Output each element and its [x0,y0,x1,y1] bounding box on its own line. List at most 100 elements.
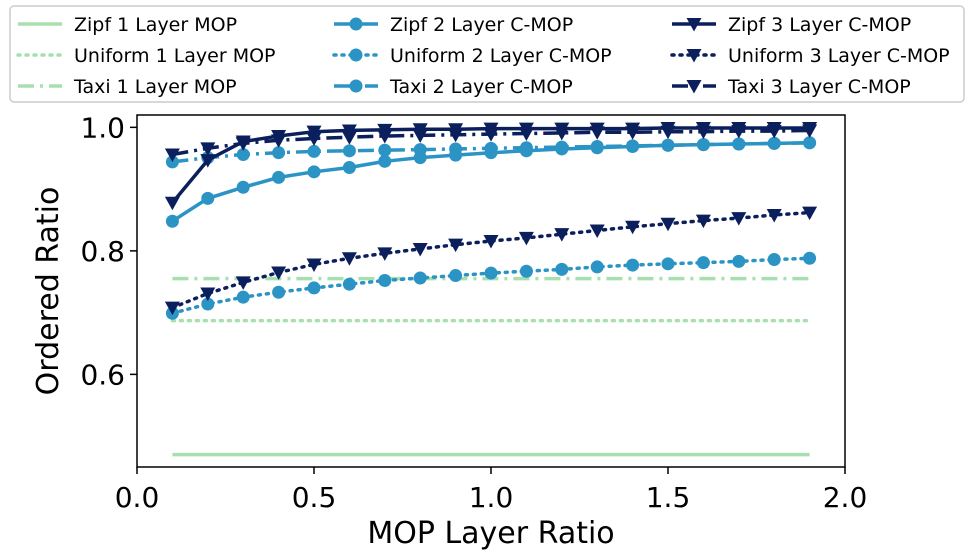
legend-entry: Zipf 1 Layer MOP [18,14,237,36]
data-point [696,138,710,152]
data-point [449,142,463,156]
data-point [272,170,286,184]
data-point [341,252,357,266]
y-tick-label: 1.0 [80,111,125,144]
data-point [200,154,216,168]
data-point [341,124,357,138]
x-tick-label: 1.5 [646,481,691,514]
data-point [235,276,251,290]
data-point [766,125,782,139]
data-point [271,134,287,148]
series-line [170,256,812,315]
data-point [695,214,711,229]
data-point [201,191,215,205]
legend-marker [349,48,363,62]
data-point [342,144,356,158]
data-point [342,160,356,174]
data-point [732,137,746,151]
data-point [378,143,392,157]
legend-label: Zipf 1 Layer MOP [74,14,237,36]
data-point [412,243,428,257]
data-point [767,253,781,267]
data-point [484,266,498,280]
data-point [306,258,322,272]
x-tick-label: 1.0 [469,481,514,514]
data-point [625,220,641,235]
data-point [307,165,321,179]
data-point [802,206,818,221]
data-point [378,154,392,168]
x-tick-label: 0.5 [292,481,337,514]
data-point [589,224,605,238]
data-point [695,125,711,140]
data-point [165,214,179,228]
data-point [554,126,570,141]
data-point [661,138,675,152]
y-tick-label: 0.8 [80,235,125,268]
data-point [271,266,287,280]
data-point [412,129,428,143]
legend-label: Uniform 1 Layer MOP [74,45,276,67]
data-point [660,125,676,140]
data-point [519,141,533,155]
series-taxi-3-layer-c-mop [164,124,818,163]
series-uniform-3-layer-c-mop [164,206,818,316]
data-point [555,140,569,154]
legend-frame [9,5,965,103]
data-point [378,274,392,288]
data-point [200,142,216,156]
data-point [377,129,393,144]
data-point [448,238,464,253]
legend-marker [349,79,363,93]
data-point [236,290,250,304]
legend-label: Zipf 3 Layer C-MOP [728,14,911,36]
data-point [448,128,464,143]
legend-entry: Uniform 3 Layer C-MOP [670,45,950,67]
legend-entry: Zipf 3 Layer C-MOP [672,14,911,36]
data-point [236,180,250,194]
data-point [731,125,747,139]
data-point [201,297,215,311]
data-point [377,247,393,261]
legend-label: Zipf 2 Layer C-MOP [390,14,573,36]
legend-entry: Taxi 3 Layer C-MOP [672,76,911,98]
series-uniform-2-layer-c-mop [165,251,817,320]
legend-label: Taxi 3 Layer C-MOP [727,76,911,98]
data-point [696,256,710,270]
x-tick-label: 2.0 [823,481,868,514]
data-point [554,228,570,242]
legend-entry: Zipf 2 Layer C-MOP [334,14,573,36]
legend-marker [686,49,702,63]
legend-label: Uniform 3 Layer C-MOP [728,45,950,67]
data-point [306,125,322,140]
x-tick-label: 0.0 [115,481,160,514]
data-point [518,127,534,142]
data-point [307,281,321,295]
data-point [413,271,427,285]
data-point [164,196,180,211]
data-point [731,212,747,226]
legend-label: Taxi 2 Layer C-MOP [389,76,573,98]
data-point [235,137,251,151]
legend-label: Uniform 2 Layer C-MOP [390,45,612,67]
data-point [660,217,676,232]
data-point [519,264,533,278]
data-point [164,301,180,316]
data-point [590,139,604,153]
data-point [164,148,180,163]
data-point [483,128,499,142]
data-point [518,231,534,246]
data-point [272,285,286,299]
series-taxi-2-layer-c-mop [165,136,817,169]
legend-marker [686,18,702,32]
data-point [802,124,818,138]
legend-marker [349,17,363,31]
data-point [341,131,357,145]
data-point [625,126,641,140]
plot-area [136,114,846,468]
x-axis-label: MOP Layer Ratio [367,516,614,550]
legend-entry: Uniform 2 Layer C-MOP [332,45,612,67]
data-point [732,254,746,268]
data-point [661,257,675,271]
legend-entry: Uniform 1 Layer MOP [16,45,276,67]
